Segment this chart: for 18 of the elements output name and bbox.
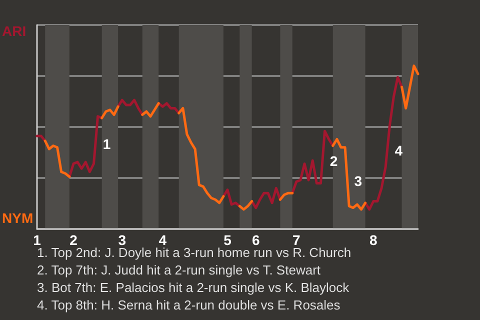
x-tick-label: 7 — [292, 232, 301, 248]
text: NYM — [2, 210, 34, 226]
x-tick-label: 3 — [118, 232, 126, 248]
text: 4. Top 8th: H. Serna hit a 2-run double vs E. Rosales — [37, 298, 341, 312]
x-tick-label: 1 — [33, 232, 42, 248]
x-tick-label: 4 — [158, 232, 167, 248]
text: ARI — [2, 23, 26, 39]
text: 2. Top 7th: J. Judd hit a 2-run single vs T. Stewart — [37, 262, 321, 278]
x-tick-label: 2 — [70, 232, 78, 248]
annotation: 4 — [394, 142, 403, 159]
annotation: 1 — [102, 136, 111, 152]
text: 1. Top 2nd: J. Doyle hit a 3-run home run vs R. Church — [37, 245, 352, 260]
x-tick-label: 5 — [224, 232, 232, 248]
annotation: 2 — [330, 153, 338, 170]
annotation: 3 — [354, 172, 362, 189]
x-tick-label: 8 — [370, 232, 378, 248]
text: 3. Bot 7th: E. Palacios hit a 2-run single vs K. Blaylock — [37, 280, 350, 295]
x-tick-label: 6 — [252, 232, 260, 248]
